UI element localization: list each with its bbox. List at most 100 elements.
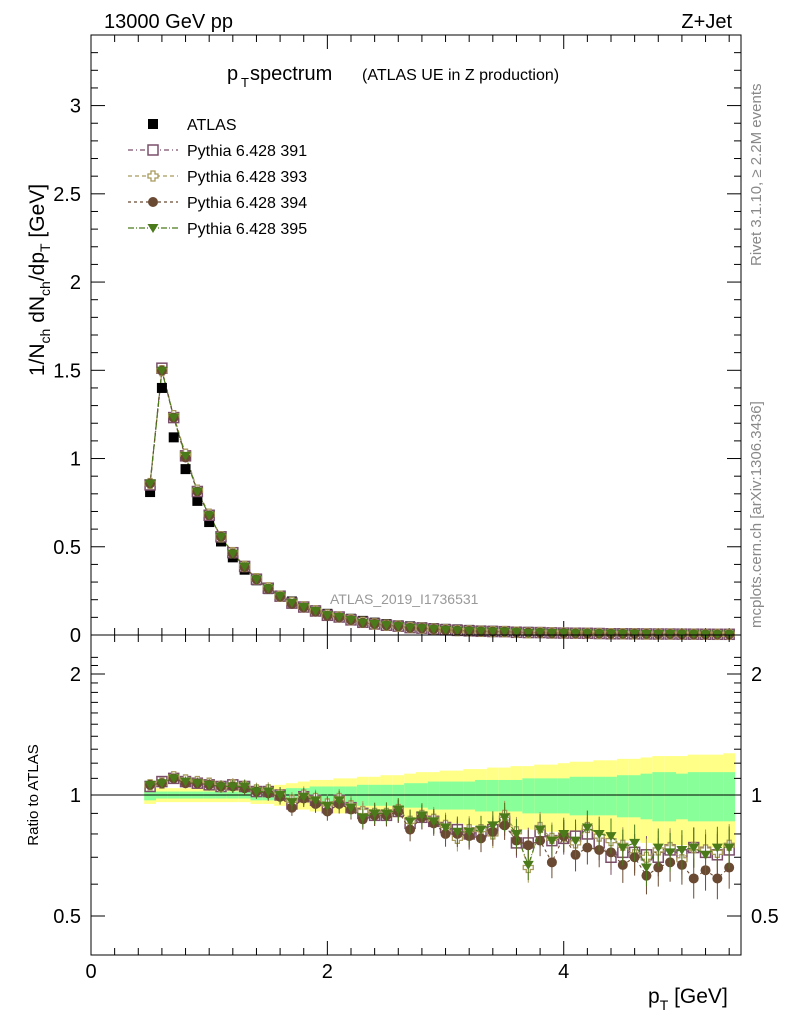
mc-point-3 (156, 366, 168, 376)
mc-ratio-point-3 (286, 798, 298, 808)
mc-point-3 (180, 451, 192, 461)
mc-ratio-point-3 (570, 836, 582, 846)
mc-ratio-point-2 (582, 842, 593, 853)
uncertainty-band-green (628, 775, 641, 818)
mc-ratio-point-3 (522, 860, 534, 870)
mc-ratio-point-3 (250, 787, 262, 797)
mc-point-3 (440, 625, 452, 635)
mc-ratio-point-3 (144, 780, 156, 790)
y-tick-label: 2.5 (53, 184, 81, 206)
mc-point-3 (404, 623, 416, 633)
uncertainty-band-green (557, 778, 570, 814)
atlas-data-point (192, 495, 203, 506)
mc-point-3 (416, 624, 428, 634)
mc-ratio-point-3 (700, 850, 712, 860)
mc-point-3 (451, 626, 463, 636)
svg-text:pT [GeV]: pT [GeV] (648, 985, 728, 1013)
mc-ratio-point-3 (475, 825, 487, 835)
ratio-panel: 0.5 0.5 1 1 2 2 0 2 4 Ratio to ATLAS (25, 634, 779, 983)
plot-title: p T spectrum (ATLAS UE in Z production) (227, 63, 559, 90)
mc-ratio-point-3 (215, 782, 227, 792)
y-tick-label: 3 (70, 96, 81, 118)
uncertainty-band-green (687, 772, 700, 822)
mc-ratio-point-3 (345, 803, 357, 813)
mc-ratio-point-3 (357, 813, 369, 823)
legend-entry: Pythia 6.428 394 (187, 195, 307, 212)
title-subscript: T (241, 75, 249, 90)
mc-ratio-point-3 (156, 779, 168, 789)
mc-point-3 (298, 603, 310, 613)
uncertainty-band-green (652, 772, 665, 822)
mc-ratio-point-3 (321, 801, 333, 811)
mc-point-3 (250, 575, 262, 585)
legend-entry: Pythia 6.428 393 (187, 169, 307, 186)
uncertainty-band-green (640, 773, 653, 820)
mc-ratio-point-3 (369, 809, 381, 819)
mc-ratio-point-3 (499, 813, 511, 823)
mc-ratio-point-3 (298, 792, 310, 802)
mc-point-3 (345, 615, 357, 625)
mc-ratio-point-3 (558, 829, 570, 839)
mc-ratio-point-3 (392, 805, 404, 815)
header-process-label: Z+Jet (681, 11, 732, 33)
uncertainty-band-green (676, 773, 688, 820)
mc-ratio-point-3 (534, 825, 546, 835)
title-note: (ATLAS UE in Z production) (362, 67, 559, 84)
mc-point-3 (333, 613, 345, 623)
uncertainty-band-green (664, 772, 676, 822)
legend-marker (147, 144, 159, 156)
mc-ratio-point-3 (723, 843, 735, 853)
uncertainty-band-green (699, 772, 712, 822)
mc-ratio-point-2 (546, 857, 557, 868)
mc-point-3 (487, 627, 499, 637)
mc-point-3 (203, 511, 215, 521)
mc-point-3 (522, 628, 534, 638)
mc-point-3 (581, 629, 593, 639)
x-tick-label: 0 (85, 961, 96, 983)
mc-ratio-point-3 (605, 832, 617, 842)
mc-point-3 (605, 629, 617, 639)
title-word: spectrum (250, 63, 332, 85)
uncertainty-band-green (569, 776, 582, 816)
legend-entry: ATLAS (187, 117, 237, 134)
uncertainty-band-green (616, 775, 629, 818)
mc-ratio-point-3 (463, 827, 475, 837)
mc-point-3 (286, 598, 298, 608)
legend-entry: Pythia 6.428 395 (187, 221, 307, 238)
mc-point-3 (392, 622, 404, 632)
mc-point-3 (239, 562, 251, 572)
mc-ratio-point-3 (510, 829, 522, 839)
mc-point-3 (546, 628, 558, 638)
uncertainty-band-green (723, 772, 736, 822)
x-axis-label: pT [GeV] (648, 985, 728, 1013)
mc-ratio-point-3 (428, 817, 440, 827)
mc-ratio-point-3 (310, 796, 322, 806)
ratio-y-axis-label: Ratio to ATLAS (25, 744, 42, 845)
uncertainty-band-green (593, 776, 606, 816)
uncertainty-band-green (498, 779, 511, 812)
uncertainty-band-green (522, 778, 535, 814)
mc-point-3 (428, 625, 440, 635)
atlas-data-point (180, 464, 191, 475)
mc-ratio-point-2 (653, 862, 664, 873)
mc-point-3 (168, 413, 180, 423)
uncertainty-band-green (581, 776, 594, 816)
mc-ratio-point-3 (640, 863, 652, 873)
title-main: p (227, 63, 238, 85)
mc-ratio-point-3 (652, 843, 664, 853)
mc-ratio-point-3 (440, 823, 452, 833)
mc-ratio-point-3 (546, 836, 558, 846)
mc-ratio-point-3 (274, 791, 286, 800)
uncertainty-band-green (510, 779, 523, 812)
mc-point-3 (310, 607, 322, 617)
mc-ratio-point-2 (712, 873, 723, 884)
mc-ratio-point-3 (451, 827, 463, 837)
mc-point-3 (191, 487, 203, 497)
atlas-data-point (168, 432, 179, 443)
mc-ratio-point-3 (404, 817, 416, 827)
mc-point-3 (510, 628, 522, 638)
mc-ratio-point-3 (262, 787, 274, 797)
y-tick-label: 1 (70, 449, 81, 471)
uncertainty-band-green (711, 772, 724, 822)
